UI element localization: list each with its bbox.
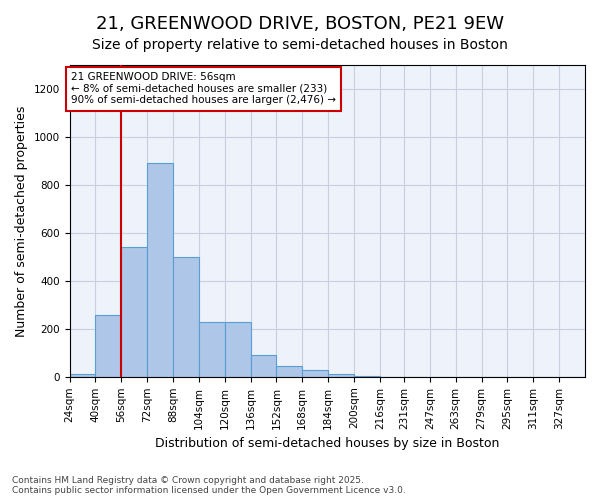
Bar (173, 257, 199, 377)
Bar (328, 374, 354, 377)
Bar (354, 376, 380, 377)
Text: 21 GREENWOOD DRIVE: 56sqm
← 8% of semi-detached houses are smaller (233)
90% of : 21 GREENWOOD DRIVE: 56sqm ← 8% of semi-d… (71, 72, 336, 106)
Bar (147, 164, 173, 377)
Bar (199, 322, 224, 377)
Bar (277, 366, 302, 377)
Y-axis label: Number of semi-detached properties: Number of semi-detached properties (15, 105, 28, 336)
X-axis label: Distribution of semi-detached houses by size in Boston: Distribution of semi-detached houses by … (155, 437, 499, 450)
Text: Contains HM Land Registry data © Crown copyright and database right 2025.
Contai: Contains HM Land Registry data © Crown c… (12, 476, 406, 495)
Bar (224, 322, 251, 377)
Bar (95, 315, 121, 377)
Bar (251, 355, 277, 377)
Bar (70, 374, 95, 377)
Text: Size of property relative to semi-detached houses in Boston: Size of property relative to semi-detach… (92, 38, 508, 52)
Bar (121, 248, 147, 377)
Bar (302, 370, 328, 377)
Text: 21, GREENWOOD DRIVE, BOSTON, PE21 9EW: 21, GREENWOOD DRIVE, BOSTON, PE21 9EW (96, 15, 504, 33)
